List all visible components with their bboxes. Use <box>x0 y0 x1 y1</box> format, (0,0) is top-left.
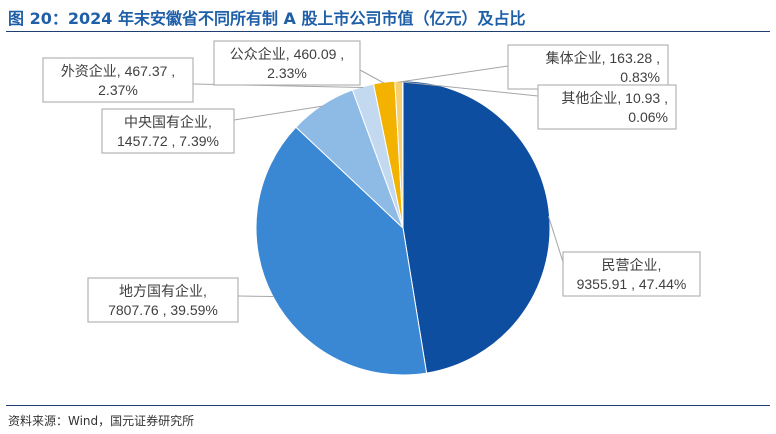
leader-line-2 <box>233 105 323 121</box>
data-label-box-6 <box>537 84 677 130</box>
pie-slice-6 <box>401 80 404 229</box>
data-label-category-2: 中央国有企业, <box>124 114 212 130</box>
leader-line-1 <box>237 295 275 297</box>
leader-line-5 <box>398 65 509 83</box>
data-label-category-6: 其他企业, 10.93 , <box>561 90 668 106</box>
data-label-value-2: 1457.72 , 7.39% <box>117 133 219 149</box>
leader-line-6 <box>402 81 539 97</box>
data-label-category-4: 公众企业, 460.09 , <box>230 46 344 62</box>
data-label-category-0: 民营企业, <box>602 257 662 273</box>
footer-divider <box>6 405 770 406</box>
chart-title: 图 20：2024 年末安徽省不同所有制 A 股上市公司市值（亿元）及占比 <box>8 9 526 28</box>
leader-line-0 <box>548 216 564 263</box>
data-label-box-2 <box>101 108 235 154</box>
data-label-value-5: 0.83% <box>620 69 660 85</box>
data-label-value-6: 0.06% <box>628 109 668 125</box>
data-label-value-4: 2.33% <box>267 65 307 81</box>
leader-line-4 <box>359 69 385 84</box>
title-divider <box>6 31 770 32</box>
pie-slice-0 <box>402 80 551 374</box>
data-label-box-1 <box>87 277 239 323</box>
data-label-value-0: 9355.91 , 47.44% <box>577 276 687 292</box>
data-label-category-3: 外资企业, 467.37 , <box>61 63 175 79</box>
data-label-box-4 <box>213 40 361 86</box>
data-label-box-0 <box>562 251 701 297</box>
data-label-category-1: 地方国有企业, <box>119 283 207 299</box>
data-label-value-3: 2.37% <box>98 82 138 98</box>
data-label-box-3 <box>42 57 194 103</box>
data-label-category-5: 集体企业, 163.28 , <box>546 50 660 66</box>
source-note: 资料来源：Wind，国元证券研究所 <box>8 414 195 428</box>
data-label-value-1: 7807.76 , 39.59% <box>108 302 218 318</box>
